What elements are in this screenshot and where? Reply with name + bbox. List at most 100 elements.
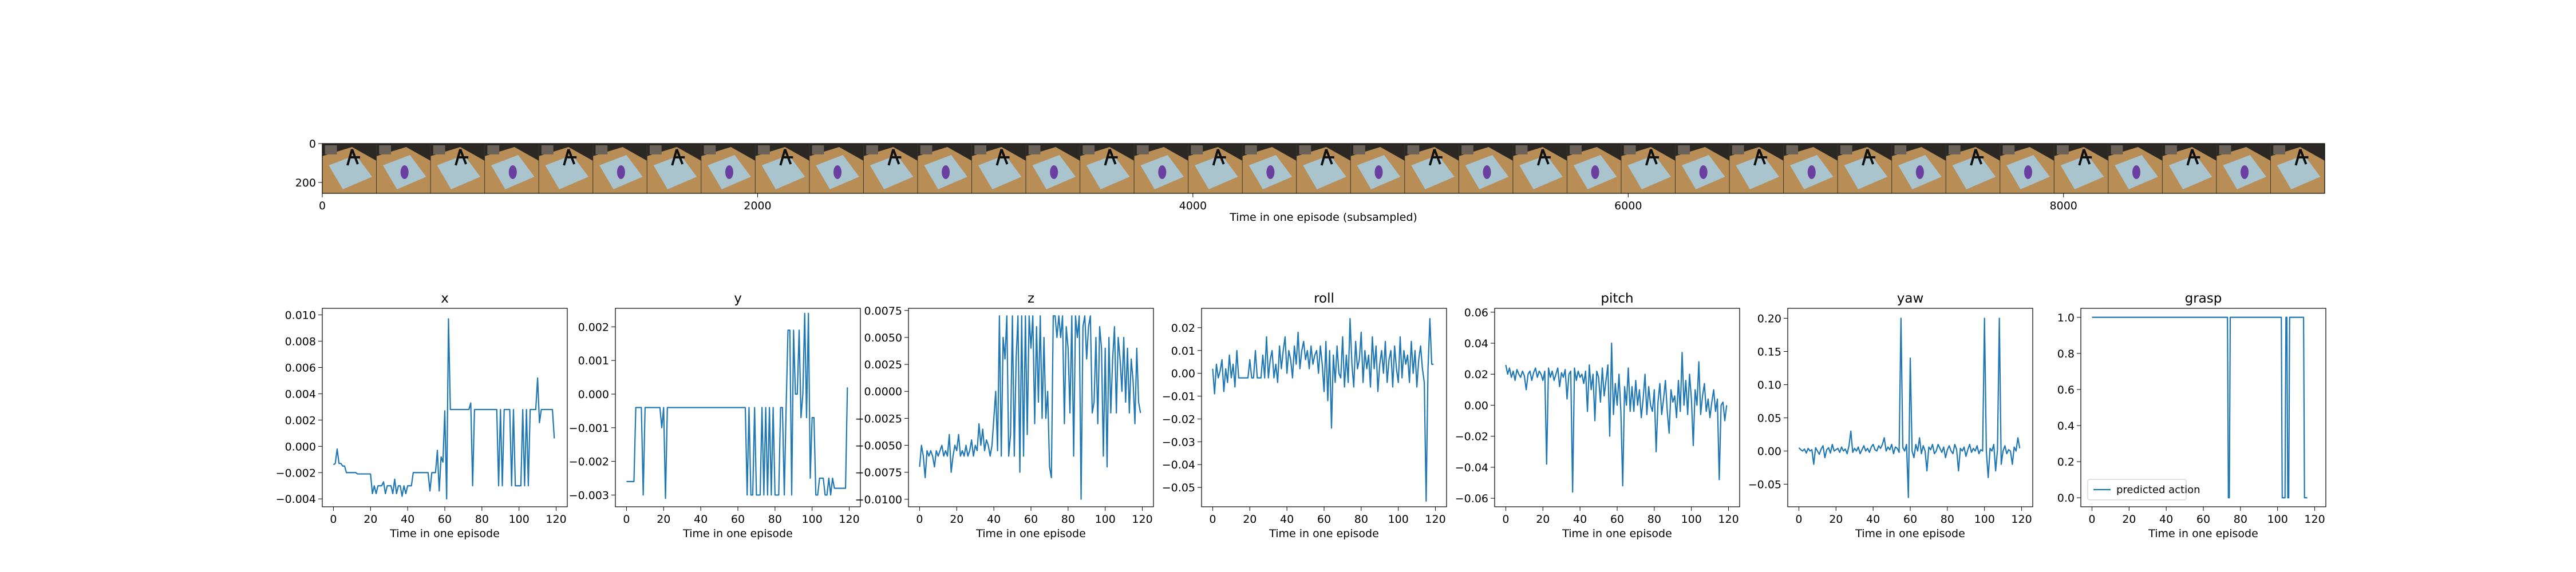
frame-paper — [545, 155, 589, 189]
xtick-label: 20 — [1243, 513, 1257, 526]
xtick-label: 100 — [1974, 513, 1995, 526]
xtick-label: 0 — [1502, 513, 1509, 526]
frame-gripper — [1645, 149, 1659, 166]
frame-box — [1082, 145, 1095, 154]
image-strip-frame-border — [322, 143, 2325, 194]
camera-frame — [2216, 144, 2271, 193]
frame-object — [2024, 165, 2032, 179]
camera-frame — [1296, 144, 1351, 193]
xtick-label: 60 — [1903, 513, 1917, 526]
ytick-label: −0.0025 — [855, 412, 902, 425]
ytick-label: 0.010 — [285, 309, 316, 321]
frame-paper — [1952, 155, 1996, 189]
frame-box — [920, 145, 933, 154]
ytick-label: −0.001 — [569, 422, 609, 435]
frame-box — [2057, 145, 2069, 154]
series-line — [1212, 317, 1434, 502]
xtick-label: 40 — [1866, 513, 1880, 526]
xtick-label: 80 — [1354, 513, 1368, 526]
frame-box — [1948, 145, 1961, 154]
ytick-label: 0.004 — [285, 388, 316, 400]
frame-gripper — [1862, 149, 1876, 166]
xtick-label: 0 — [319, 200, 326, 212]
ytick-label: −0.02 — [1162, 413, 1195, 426]
subplot-xlabel: Time in one episode — [2148, 527, 2258, 540]
xtick-label: 20 — [1536, 513, 1550, 526]
camera-frame — [484, 144, 539, 193]
xtick-label: 100 — [2267, 513, 2288, 526]
ytick-label: 0.0050 — [864, 332, 902, 344]
frame-paper — [2168, 155, 2212, 189]
frame-gripper — [1212, 149, 1226, 166]
frame-box — [1191, 145, 1203, 154]
ytick-label: 0.2 — [2057, 456, 2075, 468]
camera-frame — [1458, 144, 1513, 193]
ytick-label: −0.04 — [1162, 459, 1195, 471]
xtick-label: 120 — [2304, 513, 2325, 526]
frame-paper — [1086, 155, 1130, 189]
frame-paper — [437, 155, 481, 189]
xtick-label: 2000 — [744, 200, 771, 212]
xtick-label: 40 — [2159, 513, 2173, 526]
series-line — [919, 315, 1141, 500]
xtick-label: 80 — [768, 513, 782, 526]
ytick-label: 0.04 — [1464, 337, 1488, 350]
xtick-label: 100 — [1095, 513, 1116, 526]
frame-object — [1050, 165, 1058, 179]
ytick-label: 0.00 — [1757, 446, 1781, 458]
ytick-label: 0.0 — [2057, 492, 2075, 505]
subplot-title: y — [734, 291, 742, 306]
camera-frame — [1350, 144, 1405, 193]
xtick-label: 0 — [916, 513, 923, 526]
ytick-label: −0.04 — [1455, 462, 1488, 474]
frame-box — [1244, 145, 1257, 154]
xtick-label: 100 — [509, 513, 530, 526]
frame-paper — [2060, 155, 2104, 189]
frame-box — [758, 145, 770, 154]
xtick-label: 60 — [2196, 513, 2210, 526]
camera-frame — [1512, 144, 1567, 193]
frame-gripper — [2294, 149, 2309, 166]
series-line — [1505, 342, 1728, 493]
frame-object — [1266, 165, 1275, 179]
ytick-label: −0.002 — [569, 456, 609, 468]
frame-object — [508, 165, 517, 179]
ytick-label: 0.0075 — [864, 305, 902, 317]
ytick-label: 0.6 — [2057, 384, 2075, 396]
subplot-pitch: 0 20 40 60 80 100 120 −0.06 −0.04 −0.02 0.00 0.02 0.… — [1455, 291, 1740, 540]
ytick-label: 0 — [309, 138, 316, 150]
frame-paper — [1519, 155, 1563, 189]
xtick-label: 20 — [657, 513, 670, 526]
subplot-yaw: 0 20 40 60 80 100 120 −0.05 0.00 0.05 0.10 0.15 0.20… — [1748, 291, 2033, 540]
camera-frame — [1891, 144, 1946, 193]
xtick-label: 60 — [1317, 513, 1331, 526]
ytick-label: −0.002 — [276, 467, 316, 479]
xtick-label: 40 — [401, 513, 414, 526]
frame-gripper — [455, 149, 469, 166]
camera-frame — [1729, 144, 1784, 193]
frame-box — [1840, 145, 1852, 154]
frame-gripper — [1104, 149, 1118, 166]
ytick-label: 0.02 — [1171, 322, 1195, 335]
camera-frame — [1080, 144, 1135, 193]
frame-gripper — [563, 149, 577, 166]
legend-label: predicted action — [2116, 484, 2200, 496]
ytick-label: 0.00 — [1464, 399, 1488, 412]
camera-frame — [1675, 144, 1730, 193]
frame-box — [1407, 145, 1420, 154]
xtick-label: 20 — [950, 513, 963, 526]
camera-frame — [592, 144, 647, 193]
frame-box — [2219, 145, 2231, 154]
ytick-label: −0.0100 — [855, 494, 902, 506]
xtick-label: 60 — [731, 513, 745, 526]
xtick-label: 0 — [623, 513, 630, 526]
legend: predicted action — [2087, 479, 2200, 500]
series-line — [626, 312, 848, 499]
xtick-label: 20 — [1829, 513, 1843, 526]
frame-object — [833, 165, 842, 179]
frame-object — [1374, 165, 1383, 179]
frame-box — [649, 145, 662, 154]
camera-frame — [430, 144, 485, 193]
xtick-label: 0 — [1209, 513, 1216, 526]
action-plots: 0 20 40 60 80 100 120−0.004−0.0020.0000.0020.0… — [276, 291, 2326, 540]
